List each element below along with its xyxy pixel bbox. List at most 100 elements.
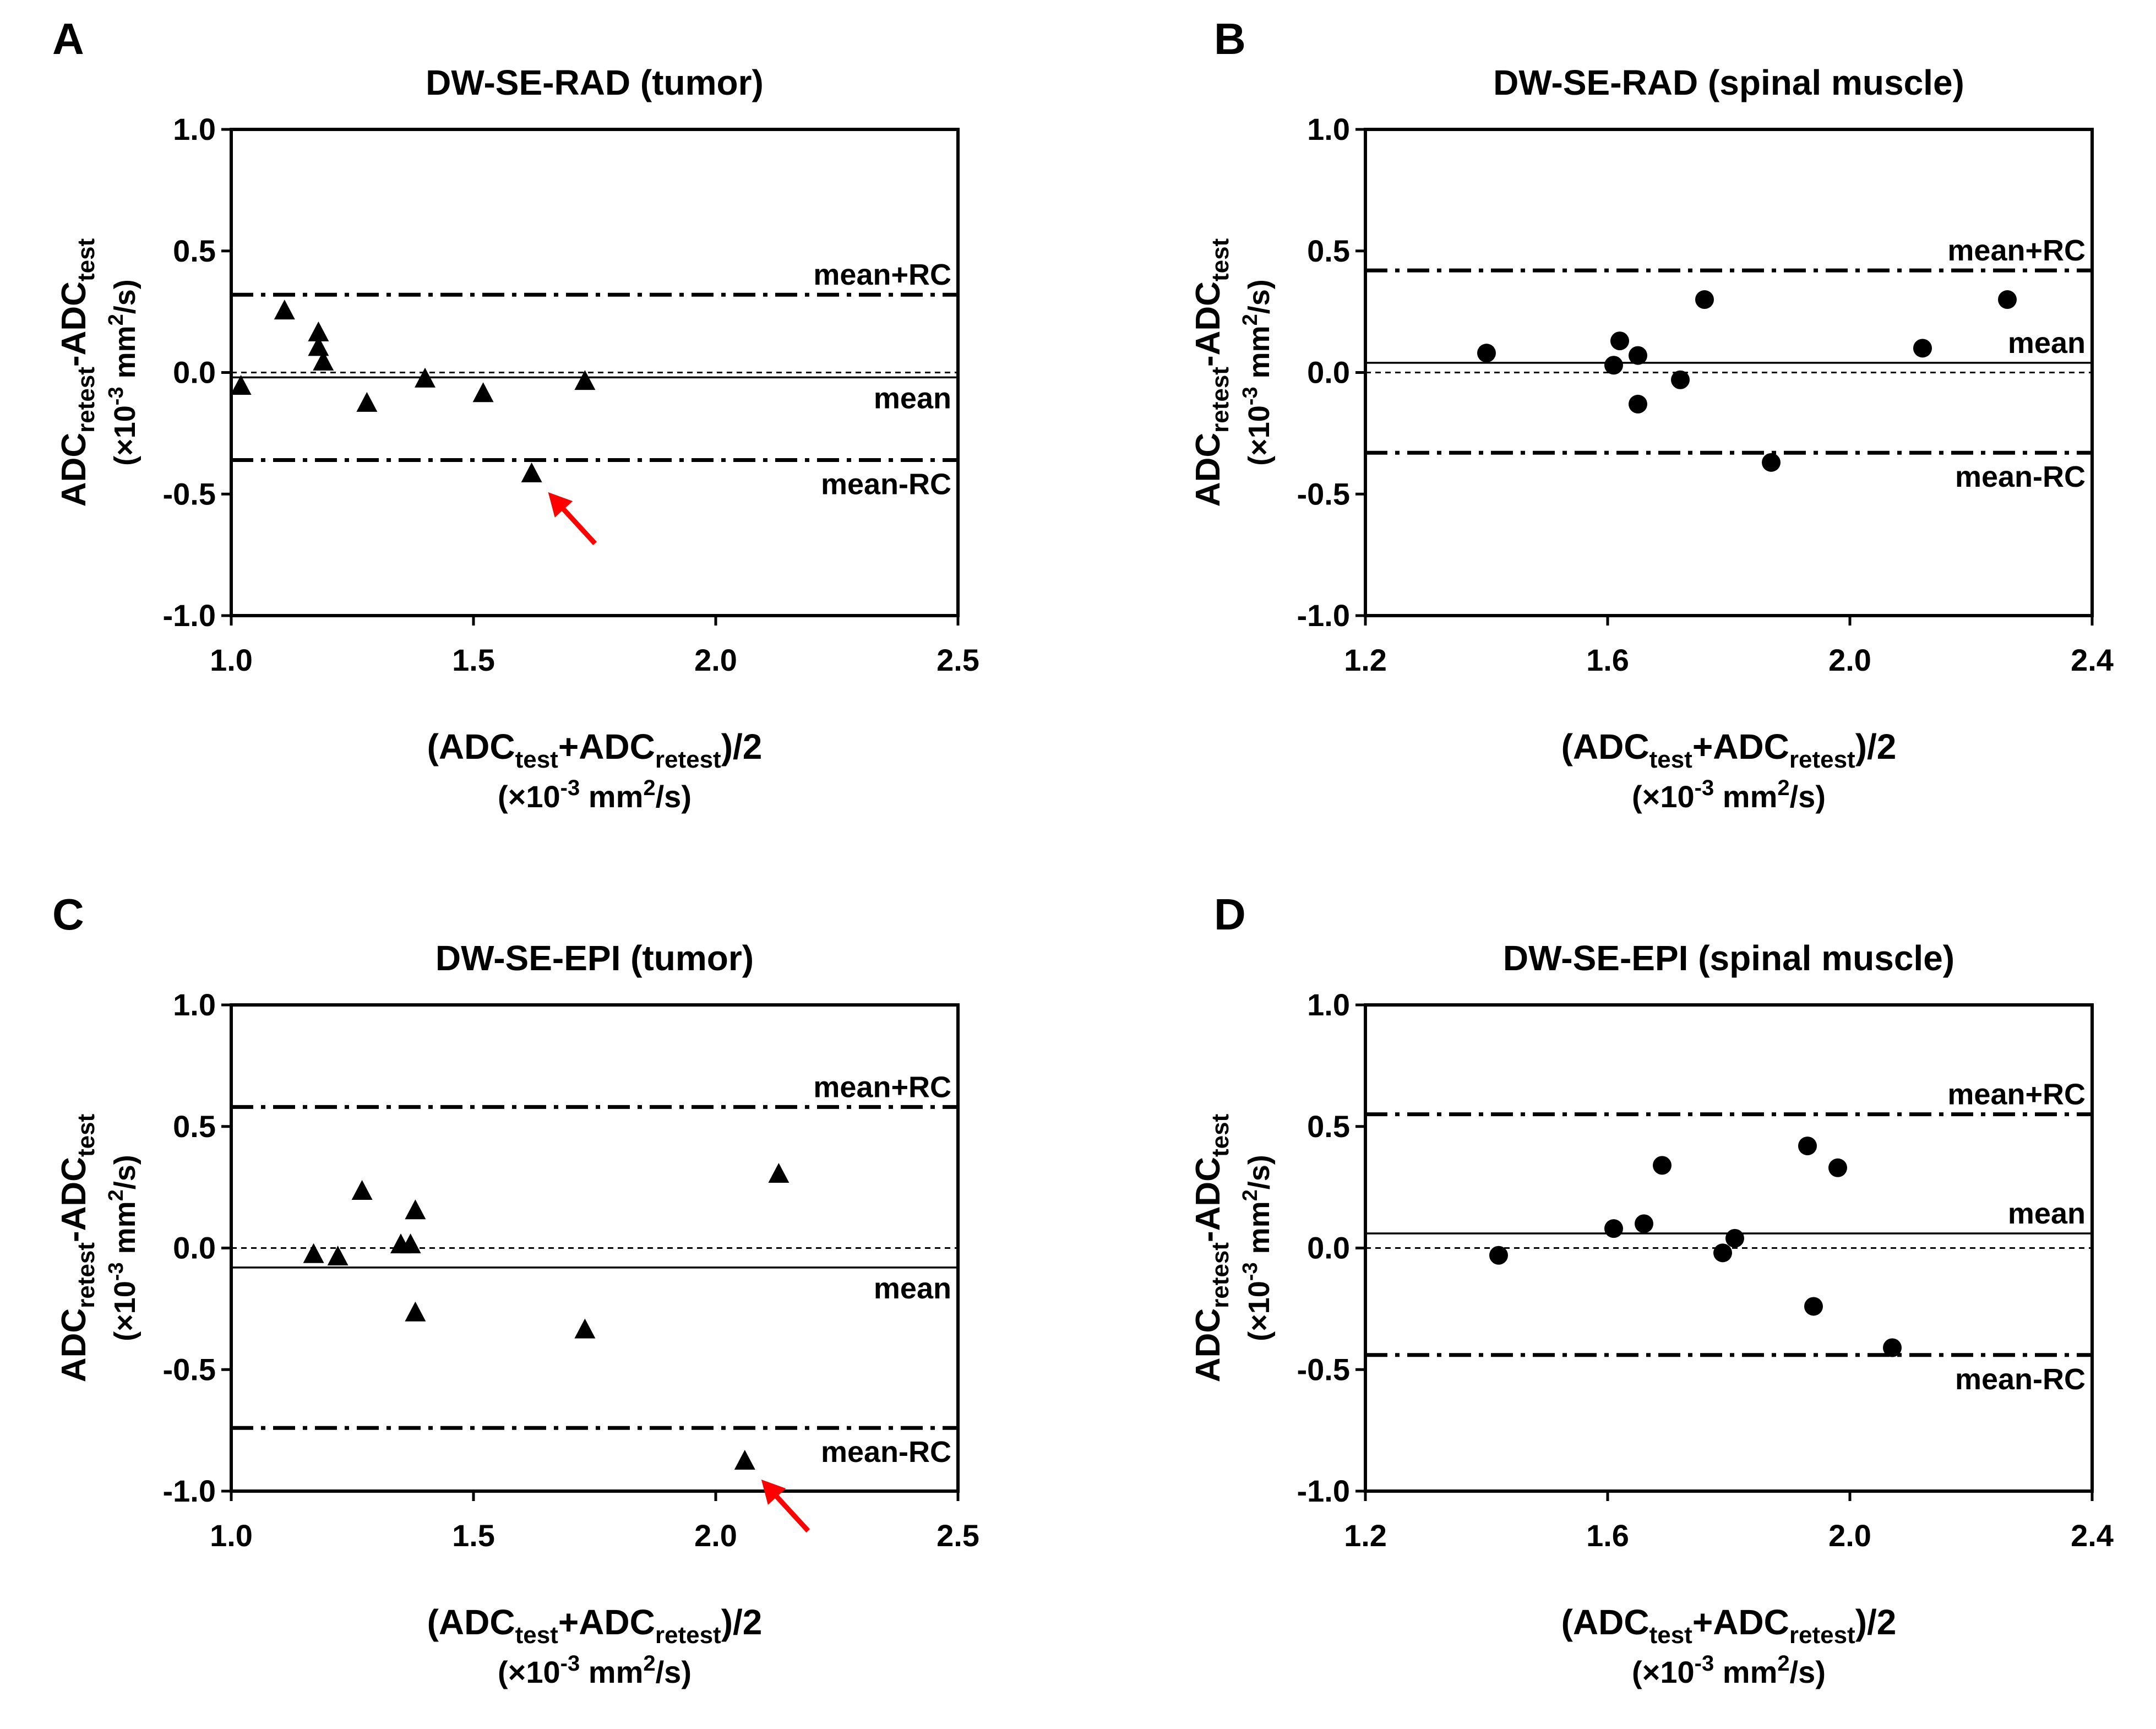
data-point [1713,1243,1732,1263]
x-tick-label: 1.2 [1344,1518,1387,1553]
chart-svg: A DW-SE-RAD (tumor) mean+RC mean mean-RC -1.0… [52,14,979,814]
data-point [327,1246,349,1266]
data-point [1725,1228,1744,1248]
x-axis-label: (ADCtest+ADCretest)/2 [427,727,763,773]
data-point [1629,394,1647,414]
lower-limit-label: mean-RC [821,467,951,501]
y-tick-label: -0.5 [1297,1352,1351,1387]
x-tick-label: 2.5 [937,1518,979,1553]
data-point [1653,1156,1672,1175]
mean-label: mean [2008,327,2086,360]
data-point [313,350,334,371]
x-axis-label: (ADCtest+ADCretest)/2 [1561,1602,1897,1649]
x-tick-label: 1.6 [1586,643,1629,677]
y-axis-unit: (×10-3 mm2/s) [105,279,141,466]
data-point [1883,1338,1902,1357]
y-tick-label: 0.0 [1307,1231,1350,1265]
x-tick-label: 1.5 [452,643,495,677]
data-point [1629,346,1647,365]
data-point [1489,1246,1508,1265]
mean-label: mean [874,1272,951,1305]
x-tick-label: 2.4 [2071,643,2114,677]
x-tick-label: 1.6 [1586,1518,1629,1553]
y-tick-label: 0.5 [1307,1109,1350,1144]
x-tick-label: 2.5 [937,643,979,677]
upper-limit-label: mean+RC [813,1070,951,1103]
data-point [405,1199,426,1220]
data-point [768,1163,790,1183]
data-point [734,1450,755,1470]
x-axis-label: (ADCtest+ADCretest)/2 [1561,727,1897,773]
data-point [351,1179,373,1200]
y-tick-label: 1.0 [173,987,216,1022]
panel-b: B DW-SE-RAD (spinal muscle) mean+RC mean mea… [1162,0,2156,853]
mean-label: mean [2008,1197,2086,1230]
data-point [1610,331,1629,351]
panel-a: A DW-SE-RAD (tumor) mean+RC mean mean-RC -1.0… [0,0,1078,853]
x-tick-label: 2.0 [1828,1518,1871,1553]
x-tick-label: 1.5 [452,1518,495,1553]
highlight-arrow [761,1480,810,1533]
x-axis-label: (ADCtest+ADCretest)/2 [427,1602,763,1649]
data-point [400,1233,421,1254]
y-tick-label: -0.5 [163,1352,216,1387]
data-point [1477,344,1496,363]
y-tick-label: 1.0 [1307,112,1350,146]
upper-limit-label: mean+RC [1947,1078,2086,1111]
y-tick-label: -1.0 [1297,1474,1351,1508]
y-axis-label: ADCretest-ADCtest [1189,238,1234,507]
data-point [472,382,494,403]
chart-title: DW-SE-RAD (spinal muscle) [1493,63,1964,102]
panel-letter: B [1214,14,1246,63]
chart-title: DW-SE-EPI (tumor) [435,938,754,978]
y-axis-label: ADCretest-ADCtest [55,238,100,507]
data-point [1604,1219,1623,1238]
y-tick-label: 0.0 [173,355,216,390]
data-point [1913,339,1932,358]
data-point [1635,1214,1653,1233]
lower-limit-label: mean-RC [821,1436,951,1469]
chart-title: DW-SE-RAD (tumor) [426,63,764,102]
data-point [1604,356,1623,375]
x-axis-unit: (×10-3 mm2/s) [498,776,692,814]
chart-title: DW-SE-EPI (spinal muscle) [1503,938,1954,978]
chart-svg: D DW-SE-EPI (spinal muscle) mean+RC mean mea… [1189,890,2114,1689]
data-point [521,462,542,482]
x-tick-label: 2.0 [1828,643,1871,677]
y-axis-label: ADCretest-ADCtest [1189,1113,1234,1382]
panel-letter: C [52,890,84,939]
data-point [574,1318,596,1339]
y-tick-label: 0.5 [173,1109,216,1144]
y-tick-label: 1.0 [1307,987,1350,1022]
y-axis-unit: (×10-3 mm2/s) [105,1155,141,1341]
panel-letter: A [52,14,84,63]
data-point [1998,290,2017,309]
x-axis-unit: (×10-3 mm2/s) [1632,776,1826,814]
mean-label: mean [874,382,951,415]
panel-d: D DW-SE-EPI (spinal muscle) mean+RC mean mea… [1162,876,2156,1729]
y-tick-label: -1.0 [163,598,216,633]
x-tick-label: 1.2 [1344,643,1387,677]
y-tick-label: -0.5 [163,476,216,511]
y-tick-label: -1.0 [1297,598,1351,633]
y-tick-label: 0.5 [173,233,216,268]
data-point [308,336,329,356]
chart-svg: B DW-SE-RAD (spinal muscle) mean+RC mean mea… [1189,14,2114,814]
upper-limit-label: mean+RC [1947,234,2086,267]
data-point [1671,370,1690,389]
y-tick-label: 0.5 [1307,233,1350,268]
x-tick-label: 2.4 [2071,1518,2114,1553]
lower-limit-label: mean-RC [1955,1363,2086,1396]
data-point [1828,1158,1847,1177]
data-point [574,370,596,390]
y-tick-label: -1.0 [163,1474,216,1508]
y-axis-unit: (×10-3 mm2/s) [1239,1155,1276,1341]
y-axis-unit: (×10-3 mm2/s) [1239,279,1276,466]
data-point [303,1243,324,1263]
data-point [415,367,435,388]
upper-limit-label: mean+RC [813,258,951,291]
chart-svg: C DW-SE-EPI (tumor) mean+RC mean mean-RC -1.0… [52,890,979,1689]
highlight-arrow [548,492,597,545]
data-point [230,374,252,395]
data-point [1695,290,1714,309]
